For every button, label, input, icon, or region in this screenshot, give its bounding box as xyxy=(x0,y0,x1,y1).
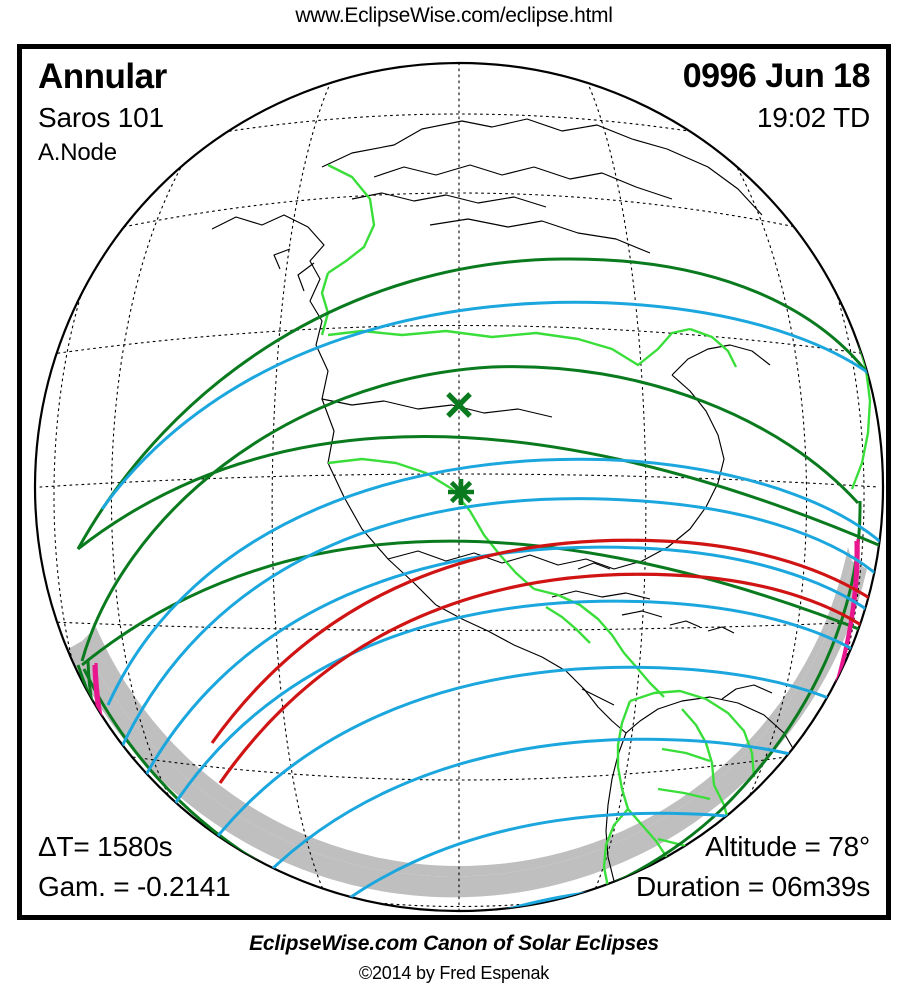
eclipse-type-label: Annular xyxy=(38,57,167,96)
saros-label: Saros 101 xyxy=(38,102,164,133)
coastlines xyxy=(211,118,809,911)
altitude-label: Altitude = 78° xyxy=(705,831,870,862)
duration-label: Duration = 06m39s xyxy=(636,871,870,902)
globe-map xyxy=(33,61,885,913)
central-path-edges xyxy=(210,538,879,784)
subsolar-point-marker xyxy=(446,392,472,418)
northern-penumbral-limit xyxy=(77,435,883,751)
greatest-eclipse-marker xyxy=(448,479,474,505)
delta-t-label: ΔT= 1580s xyxy=(38,831,173,862)
night-band-arc-lower xyxy=(82,547,852,877)
political-borders xyxy=(320,122,872,906)
eclipse-map-frame: Annular Saros 101 A.Node 0996 Jun 18 19:… xyxy=(17,44,891,920)
path-northern-edge xyxy=(210,538,875,744)
eclipse-date-label: 0996 Jun 18 xyxy=(682,57,871,95)
eclipse-time-label: 19:02 TD xyxy=(756,102,870,133)
gamma-label: Gam. = -0.2141 xyxy=(38,871,231,902)
node-label: A.Node xyxy=(38,139,117,166)
path-southern-edge xyxy=(218,572,879,784)
credit-line-title: EclipseWise.com Canon of Solar Eclipses xyxy=(249,932,659,955)
limit-curves-accurate xyxy=(76,257,874,911)
credit-line-author: ©2014 by Fred Espenak xyxy=(358,963,550,983)
url-bar: www.EclipseWise.com/eclipse.html xyxy=(295,4,613,27)
